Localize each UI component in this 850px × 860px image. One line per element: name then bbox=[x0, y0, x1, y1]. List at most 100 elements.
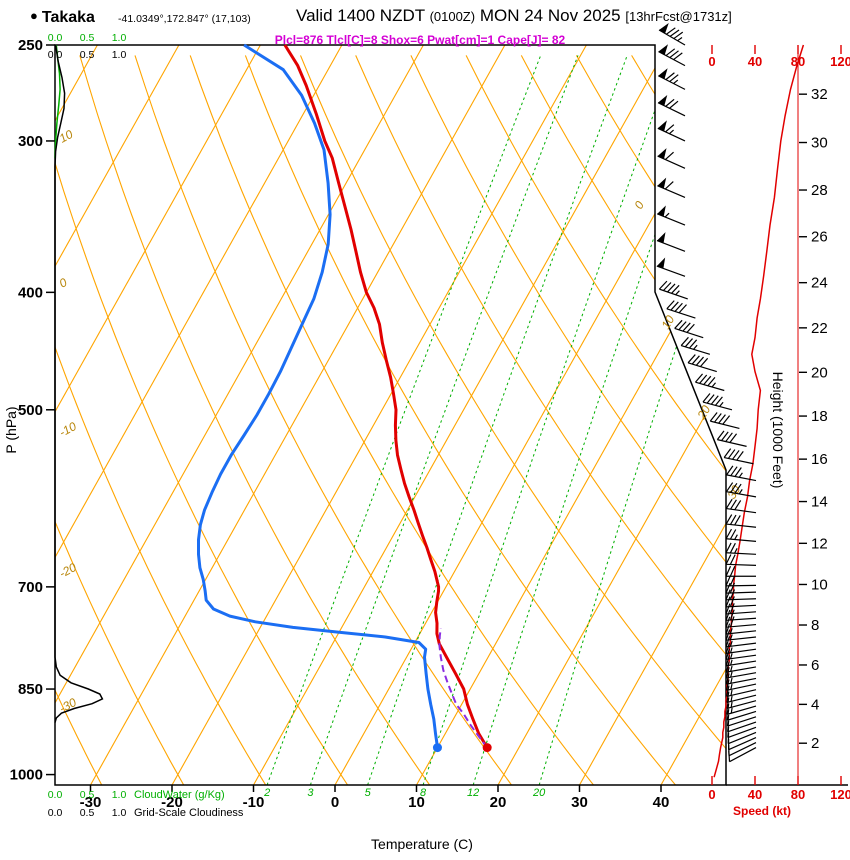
svg-text:0: 0 bbox=[331, 794, 339, 811]
mixing-ratio-labels: 2 3 5 8 12 20 bbox=[263, 787, 546, 799]
speed-axis-label: Speed (kt) bbox=[733, 804, 791, 818]
svg-text:0: 0 bbox=[57, 275, 70, 291]
svg-text:80: 80 bbox=[791, 787, 805, 802]
svg-text:80: 80 bbox=[791, 54, 805, 69]
svg-text:26: 26 bbox=[811, 229, 828, 246]
cloudwater-axis-label: CloudWater (g/Kg) bbox=[134, 789, 225, 801]
svg-text:1.0: 1.0 bbox=[112, 32, 127, 44]
svg-text:32: 32 bbox=[811, 86, 828, 103]
svg-text:0.0: 0.0 bbox=[48, 807, 63, 819]
svg-text:-10: -10 bbox=[243, 794, 265, 811]
cloud-scale-rows: 0.0 0.0 0.0 0.0 0.5 0.5 0.5 0.5 1.0 1.0 1.0 1.0 Clou… bbox=[48, 32, 244, 819]
svg-text:20: 20 bbox=[694, 403, 713, 423]
svg-text:1000: 1000 bbox=[10, 767, 43, 784]
svg-text:-30: -30 bbox=[57, 695, 79, 716]
svg-text:850: 850 bbox=[18, 681, 43, 698]
svg-text:300: 300 bbox=[18, 133, 43, 150]
stability-indices: Plcl=876 Tlcl[C]=8 Shox=6 Pwat[cm]=1 Cap… bbox=[274, 33, 566, 47]
svg-text:0: 0 bbox=[631, 198, 647, 211]
axis-titles: P (hPa) Temperature (C) Height (1000 Feet) bbox=[3, 372, 786, 852]
station-bullet-icon: ● bbox=[30, 8, 38, 23]
svg-text:2: 2 bbox=[811, 735, 819, 752]
svg-text:12: 12 bbox=[467, 787, 479, 799]
svg-text:16: 16 bbox=[811, 451, 828, 468]
station-coords: -41.0349°,172.847° (17,103) bbox=[118, 13, 251, 25]
dry-adiabat-labels: 10 0 -10 -20 -30 bbox=[57, 127, 79, 716]
height-axis-label: Height (1000 Feet) bbox=[770, 372, 786, 489]
svg-text:8: 8 bbox=[811, 617, 819, 634]
svg-text:250: 250 bbox=[18, 37, 43, 54]
svg-text:1.0: 1.0 bbox=[112, 807, 127, 819]
wind-barbs bbox=[656, 22, 757, 763]
svg-text:0.5: 0.5 bbox=[80, 32, 95, 44]
valid-fcst: [13hrFcst@1731z] bbox=[625, 9, 732, 24]
svg-text:4: 4 bbox=[811, 696, 819, 713]
svg-text:700: 700 bbox=[18, 579, 43, 596]
svg-text:5: 5 bbox=[365, 787, 372, 799]
cloudiness-profile bbox=[54, 44, 104, 723]
svg-text:10: 10 bbox=[658, 313, 677, 332]
svg-text:0.5: 0.5 bbox=[80, 807, 95, 819]
svg-text:40: 40 bbox=[748, 787, 762, 802]
pressure-axis-label: P (hPa) bbox=[3, 406, 19, 453]
svg-text:8: 8 bbox=[420, 787, 427, 799]
svg-text:2: 2 bbox=[263, 787, 270, 799]
svg-text:20: 20 bbox=[811, 364, 828, 381]
surface-dewpoint-dot bbox=[432, 743, 442, 753]
valid-time: Valid 1400 NZDT (0100Z) MON 24 Nov 2025 … bbox=[296, 6, 732, 26]
svg-text:0.0: 0.0 bbox=[48, 789, 63, 801]
svg-text:10: 10 bbox=[811, 576, 828, 593]
svg-text:40: 40 bbox=[653, 794, 670, 811]
svg-text:40: 40 bbox=[748, 54, 762, 69]
svg-text:22: 22 bbox=[811, 320, 828, 337]
svg-text:30: 30 bbox=[811, 135, 828, 152]
mixing-ratio-grid bbox=[266, 55, 726, 785]
temperature-axis-label: Temperature (C) bbox=[371, 836, 473, 852]
svg-text:6: 6 bbox=[811, 657, 819, 674]
speed-axis: 0 0 40 40 80 80 120 120 Speed (kt) bbox=[708, 45, 850, 818]
svg-text:20: 20 bbox=[490, 794, 507, 811]
svg-text:-30: -30 bbox=[80, 794, 102, 811]
svg-text:1.0: 1.0 bbox=[112, 49, 127, 61]
svg-text:10: 10 bbox=[408, 794, 425, 811]
svg-text:30: 30 bbox=[571, 794, 588, 811]
parcel-curve bbox=[438, 627, 488, 749]
valid-zulu: (0100Z) bbox=[429, 9, 476, 24]
dry-adiabat-grid bbox=[55, 55, 726, 785]
svg-text:14: 14 bbox=[811, 494, 828, 511]
svg-text:10: 10 bbox=[57, 127, 76, 146]
wind-speed-curve bbox=[713, 44, 805, 778]
svg-text:-20: -20 bbox=[161, 794, 183, 811]
svg-text:0.0: 0.0 bbox=[48, 49, 63, 61]
svg-text:3: 3 bbox=[307, 787, 314, 799]
valid-date: MON 24 Nov 2025 bbox=[479, 6, 621, 25]
dewpoint-curve bbox=[197, 43, 439, 748]
svg-text:120: 120 bbox=[830, 787, 850, 802]
temperature-axis: -30 -20 -10 0 10 20 30 40 bbox=[80, 785, 670, 811]
plot-frame bbox=[54, 44, 848, 786]
svg-text:0: 0 bbox=[708, 787, 715, 802]
station-name: Takaka bbox=[41, 9, 95, 26]
svg-text:0: 0 bbox=[708, 54, 715, 69]
temperature-curve bbox=[283, 44, 489, 749]
valid-main: Valid 1400 NZDT bbox=[296, 6, 425, 25]
svg-text:24: 24 bbox=[811, 275, 828, 292]
svg-text:0.5: 0.5 bbox=[80, 789, 95, 801]
svg-text:500: 500 bbox=[18, 402, 43, 419]
station-title: ● Takaka bbox=[30, 8, 95, 27]
svg-text:-10: -10 bbox=[57, 419, 79, 440]
surface-points bbox=[432, 743, 492, 753]
svg-text:120: 120 bbox=[830, 54, 850, 69]
svg-text:18: 18 bbox=[811, 408, 828, 425]
cloudiness-axis-label: Grid-Scale Cloudiness bbox=[134, 807, 244, 819]
svg-text:1.0: 1.0 bbox=[112, 789, 127, 801]
svg-text:20: 20 bbox=[532, 787, 546, 799]
svg-text:28: 28 bbox=[811, 182, 828, 199]
svg-text:-20: -20 bbox=[57, 560, 79, 581]
svg-text:12: 12 bbox=[811, 535, 828, 552]
svg-text:0.5: 0.5 bbox=[80, 49, 95, 61]
